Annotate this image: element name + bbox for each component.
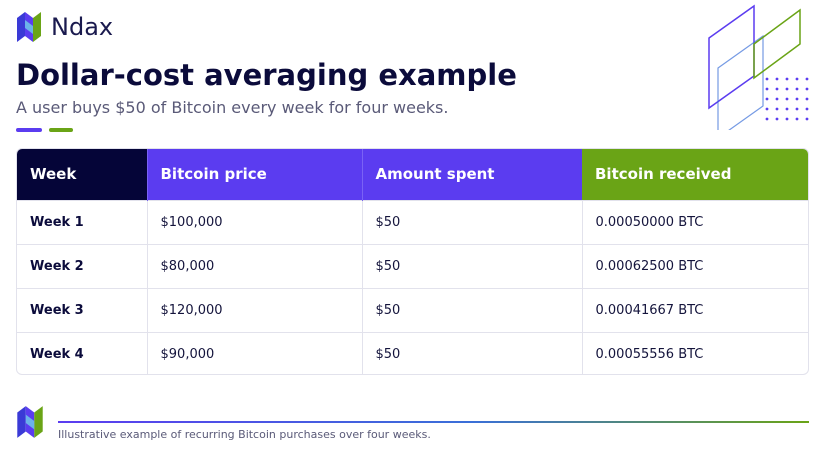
page-subtitle: A user buys $50 of Bitcoin every week fo… <box>16 98 449 117</box>
amount-cell: $50 <box>361 199 582 244</box>
received-cell: 0.00041667 BTC <box>581 287 808 332</box>
column-header-bitcoin-received: Bitcoin received <box>582 149 808 200</box>
table-header-row: Week Bitcoin price Amount spent Bitcoin … <box>17 149 808 200</box>
amount-cell: $50 <box>361 331 582 374</box>
column-header-amount-spent: Amount spent <box>361 149 582 200</box>
received-cell: 0.00050000 BTC <box>581 199 808 244</box>
footer-divider <box>58 421 809 423</box>
accent-dash-purple <box>16 128 42 132</box>
week-cell: Week 2 <box>17 243 147 288</box>
column-header-week: Week <box>17 149 147 200</box>
footer-caption: Illustrative example of recurring Bitcoi… <box>58 428 431 441</box>
table-row: Week 3 $120,000 $50 0.00041667 BTC <box>17 287 808 332</box>
column-header-bitcoin-price: Bitcoin price <box>146 149 362 200</box>
price-cell: $120,000 <box>146 287 362 332</box>
price-cell: $90,000 <box>146 331 362 374</box>
table-row: Week 2 $80,000 $50 0.00062500 BTC <box>17 243 808 288</box>
amount-cell: $50 <box>361 287 582 332</box>
brand-logo: Ndax <box>15 10 113 44</box>
table-row: Week 4 $90,000 $50 0.00055556 BTC <box>17 331 808 374</box>
brand-name: Ndax <box>51 13 114 41</box>
received-cell: 0.00062500 BTC <box>581 243 808 288</box>
accent-dash-green <box>49 128 73 132</box>
decorative-graphic <box>708 4 809 130</box>
received-cell: 0.00055556 BTC <box>581 331 808 374</box>
week-cell: Week 1 <box>17 199 147 244</box>
week-cell: Week 3 <box>17 287 147 332</box>
footer-logo-icon <box>17 406 43 438</box>
table-row: Week 1 $100,000 $50 0.00050000 BTC <box>17 199 808 244</box>
price-cell: $80,000 <box>146 243 362 288</box>
amount-cell: $50 <box>361 243 582 288</box>
page-title: Dollar-cost averaging example <box>16 58 517 92</box>
dca-table: Week Bitcoin price Amount spent Bitcoin … <box>16 148 809 375</box>
week-cell: Week 4 <box>17 331 147 374</box>
price-cell: $100,000 <box>146 199 362 244</box>
ndax-logo-icon <box>17 12 41 42</box>
